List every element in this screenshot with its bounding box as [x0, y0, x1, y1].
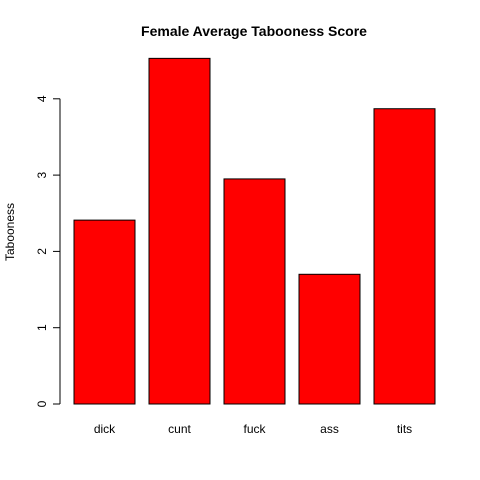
y-axis: 0 1 2 3 4: [35, 95, 61, 407]
y-tick-label: 4: [35, 95, 49, 102]
x-tick-label-cunt: cunt: [168, 422, 191, 436]
y-axis-label: Tabooness: [3, 203, 17, 261]
x-tick-labels: dick cunt fuck ass tits: [94, 422, 412, 436]
x-tick-label-dick: dick: [94, 422, 116, 436]
chart-title: Female Average Tabooness Score: [141, 23, 367, 39]
y-tick-label: 0: [35, 400, 49, 407]
x-tick-label-ass: ass: [320, 422, 339, 436]
bar-tits: [373, 108, 436, 405]
x-tick-label-tits: tits: [397, 422, 412, 436]
bar-dick: [73, 219, 136, 405]
x-tick-label-fuck: fuck: [243, 422, 266, 436]
y-tick-label: 3: [35, 171, 49, 178]
y-tick-label: 2: [35, 248, 49, 255]
bar-cunt: [148, 57, 211, 405]
bar-fuck: [223, 178, 286, 405]
bar-ass: [298, 273, 361, 405]
bars-group: [73, 57, 436, 405]
y-tick-label: 1: [35, 324, 49, 331]
